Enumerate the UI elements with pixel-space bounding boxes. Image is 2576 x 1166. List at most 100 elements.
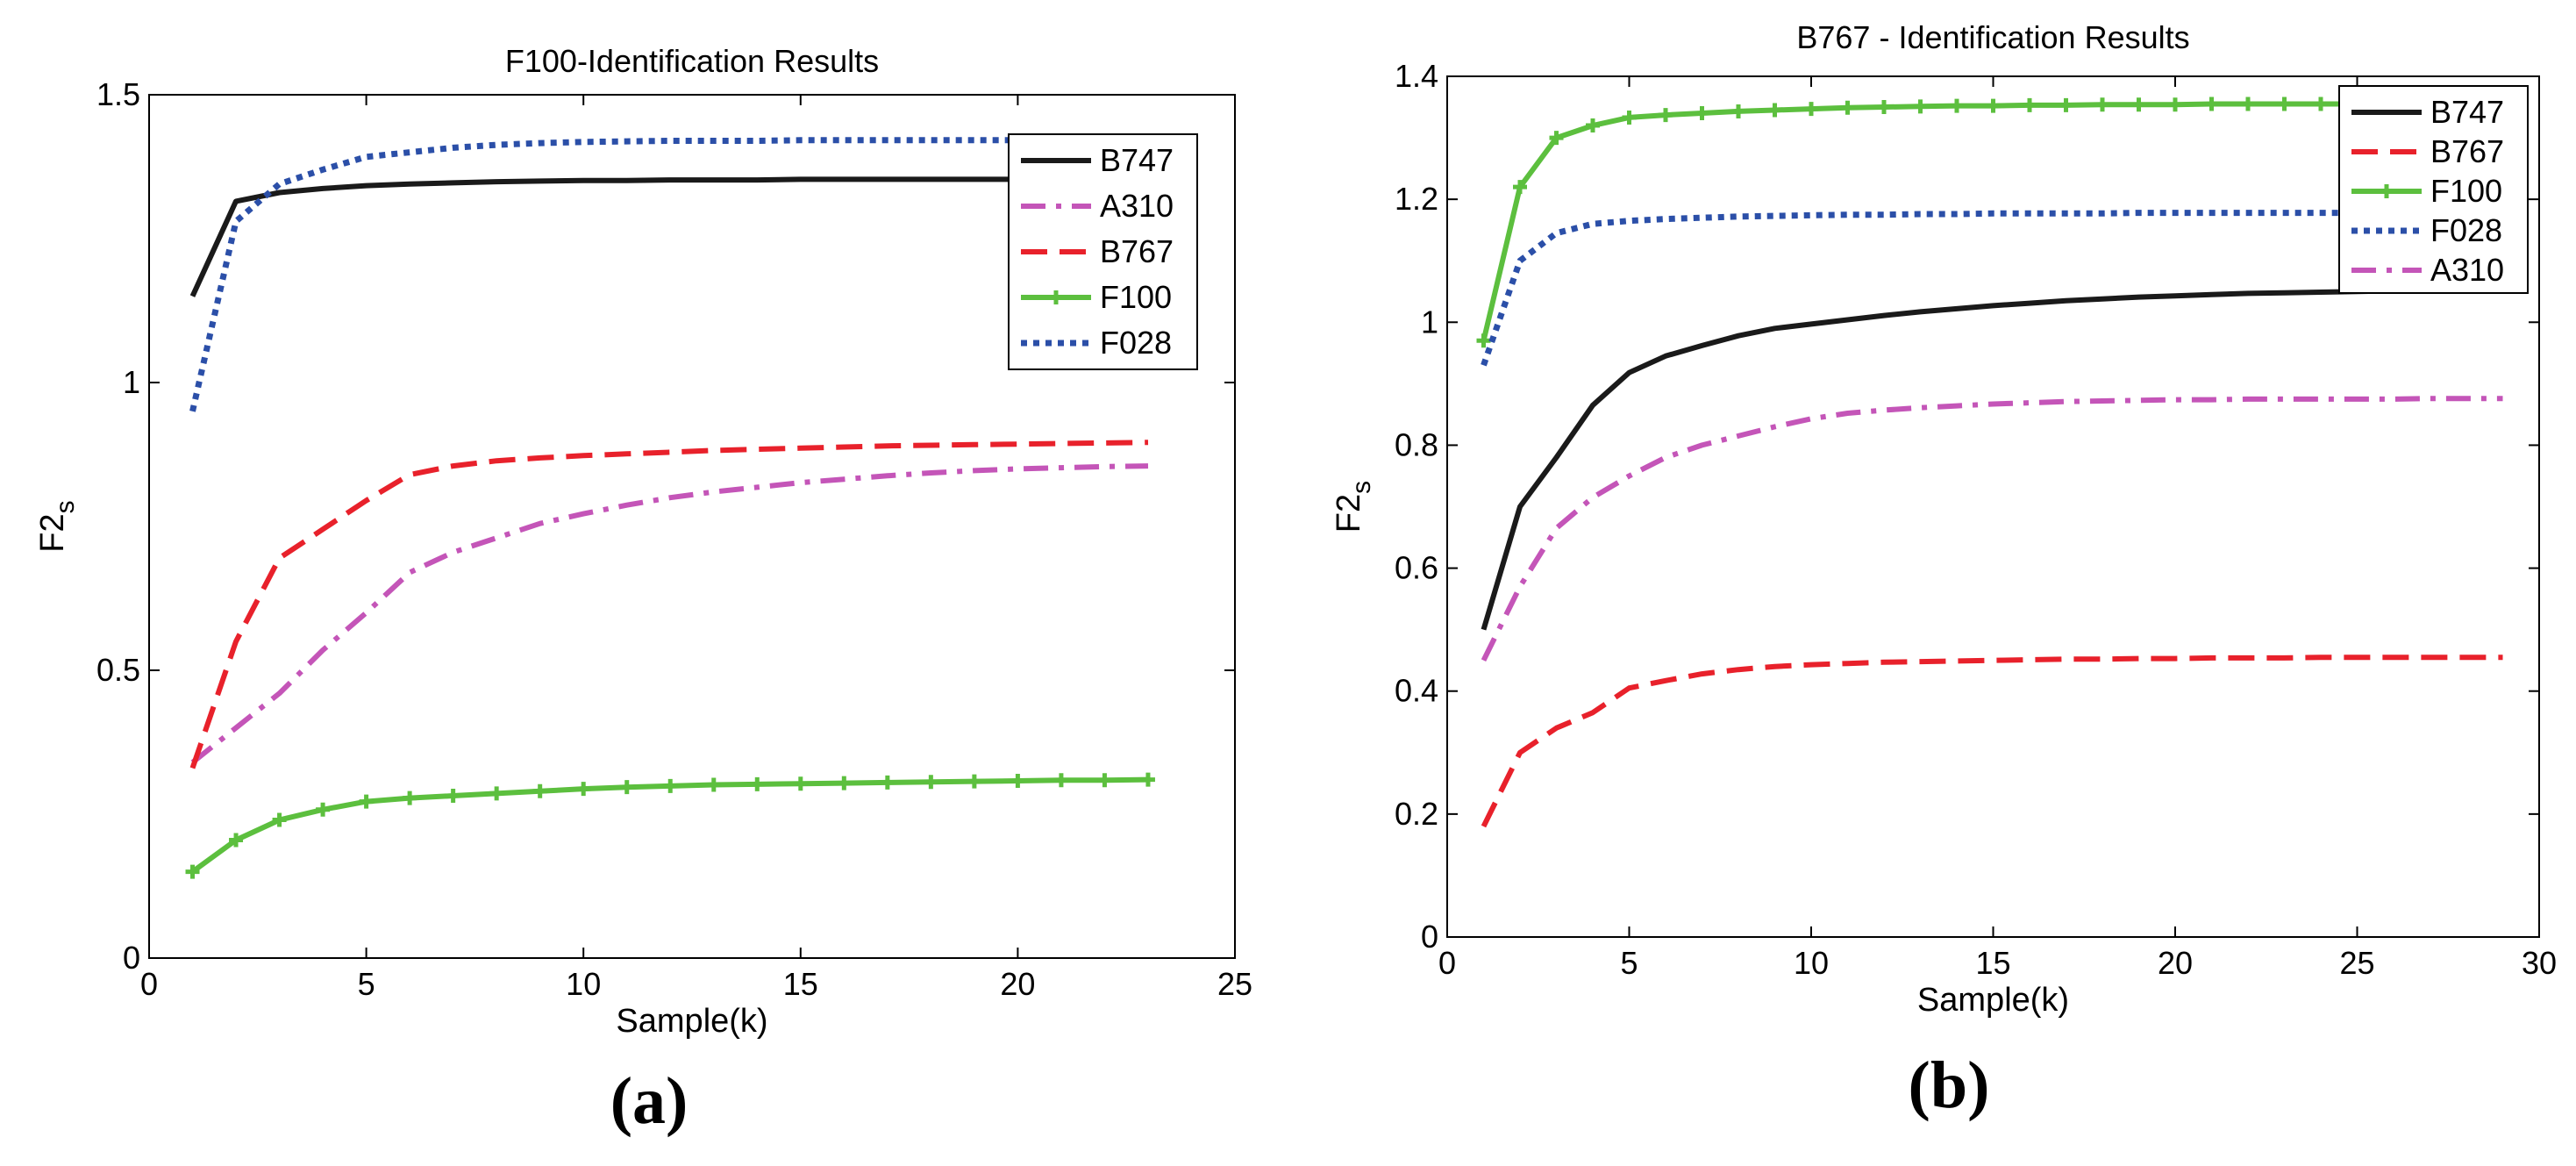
x-tick-label: 25 — [2339, 945, 2374, 981]
x-axis-label: Sample(k) — [616, 1003, 767, 1040]
y-tick-label: 0.6 — [1395, 550, 1438, 586]
series-point-f100 — [2059, 97, 2073, 112]
y-tick-label: 1 — [1421, 304, 1438, 340]
legend-label-b767: B767 — [2430, 133, 2504, 169]
series-point-f100 — [2241, 97, 2255, 111]
y-tick-label: 0.4 — [1395, 673, 1438, 709]
series-point-f100 — [2023, 97, 2037, 112]
y-tick-label: 0 — [1421, 919, 1438, 955]
series-point-f100 — [924, 775, 938, 790]
series-point-f100 — [403, 790, 417, 805]
series-point-f100 — [2131, 97, 2146, 112]
series-point-f100 — [576, 782, 591, 797]
series-point-f100 — [1140, 772, 1155, 787]
series-point-f100 — [2204, 97, 2219, 111]
legend-label-a310: A310 — [2430, 252, 2504, 288]
legend-label-f028: F028 — [1100, 325, 1172, 361]
x-tick-label: 15 — [1975, 945, 2010, 981]
series-point-f100 — [706, 777, 721, 792]
series-point-f100 — [1731, 104, 1745, 118]
series-point-f100 — [1950, 98, 1964, 113]
y-tick-label: 1 — [123, 364, 140, 400]
legend-marker — [2380, 184, 2394, 198]
series-point-f100 — [272, 812, 287, 827]
series-point-f100 — [1622, 110, 1637, 125]
series-point-f100 — [1659, 108, 1673, 123]
legend-label-b767: B767 — [1100, 233, 1174, 269]
series-point-f100 — [489, 786, 504, 801]
series-point-f100 — [2095, 97, 2109, 112]
series-line-b767 — [189, 440, 1149, 769]
y-tick-label: 1.2 — [1395, 181, 1438, 217]
series-point-f100 — [1010, 773, 1025, 788]
series-point-f100 — [1476, 333, 1491, 348]
series-point-f100 — [1053, 773, 1068, 788]
x-tick-label: 15 — [783, 966, 818, 1002]
series-point-f100 — [880, 775, 895, 790]
y-tick-label: 1.5 — [96, 76, 140, 112]
series-line-b747 — [1481, 287, 2503, 631]
y-tick-label: 0 — [123, 940, 140, 976]
legend-label-a310: A310 — [1100, 188, 1174, 224]
series-point-f100 — [619, 780, 634, 795]
series-point-f100 — [1913, 99, 1928, 114]
y-axis-label: F2s — [34, 500, 80, 552]
series-point-f100 — [1877, 100, 1891, 115]
series-point-f100 — [2314, 97, 2328, 111]
series-point-f100 — [750, 776, 765, 791]
series-line-b747 — [189, 176, 1148, 297]
y-axis-label: F2s — [1331, 481, 1376, 533]
series-point-f100 — [532, 783, 547, 798]
chart-title: B767 - Identification Results — [1796, 19, 2189, 55]
series-line-f028 — [1481, 210, 2503, 367]
legend-label-b747: B747 — [1100, 142, 1174, 178]
legend-label-f028: F028 — [2430, 212, 2502, 248]
x-tick-label: 5 — [358, 966, 375, 1002]
y-tick-label: 1.4 — [1395, 58, 1438, 94]
series-point-f100 — [1804, 102, 1818, 117]
series-point-f100 — [793, 776, 808, 791]
series-line-a310 — [1481, 396, 2503, 662]
panel-b-caption: (b) — [1909, 1048, 1990, 1122]
y-tick-label: 0.8 — [1395, 426, 1438, 462]
series-point-f100 — [185, 864, 200, 879]
x-tick-label: 5 — [1620, 945, 1638, 981]
x-tick-label: 10 — [566, 966, 601, 1002]
legend-label-f100: F100 — [1100, 279, 1172, 315]
series-point-f100 — [316, 802, 331, 817]
y-tick-label: 0.2 — [1395, 796, 1438, 832]
series-point-f100 — [1586, 118, 1600, 133]
x-tick-label: 0 — [140, 966, 158, 1002]
series-point-f100 — [1097, 773, 1112, 788]
series-point-f100 — [837, 776, 852, 790]
legend-marker — [1049, 290, 1063, 304]
series-line-a310 — [190, 463, 1149, 765]
x-tick-label: 20 — [2158, 945, 2193, 981]
series-point-f100 — [663, 778, 678, 793]
chart-title: F100-Identification Results — [505, 43, 879, 79]
series-point-f100 — [2168, 97, 2182, 112]
x-axis-label: Sample(k) — [1917, 982, 2069, 1019]
x-tick-label: 30 — [2522, 945, 2557, 981]
series-point-f100 — [2277, 97, 2292, 111]
x-tick-label: 10 — [1794, 945, 1829, 981]
panel-a-caption: (a) — [610, 1064, 689, 1138]
chart-panel-a: F100-Identification Results 0 5 10 15 20 25 0 0.… — [34, 43, 1252, 1040]
series-point-f100 — [1513, 180, 1527, 195]
x-tick-label: 0 — [1438, 945, 1456, 981]
series-point-f100 — [967, 774, 981, 789]
series-point-f100 — [1986, 98, 2001, 113]
legend-label-f100: F100 — [2430, 173, 2502, 209]
legend-label-b747: B747 — [2430, 94, 2504, 130]
x-tick-label: 25 — [1217, 966, 1252, 1002]
series-point-f100 — [1695, 106, 1709, 121]
series-point-f100 — [1840, 100, 1855, 115]
x-tick-label: 20 — [1000, 966, 1035, 1002]
series-line-b767 — [1481, 655, 2503, 828]
y-tick-label: 0.5 — [96, 652, 140, 688]
series-point-f100 — [229, 833, 244, 848]
series-point-f100 — [1549, 131, 1564, 146]
series-point-f100 — [446, 789, 460, 804]
series-point-f100 — [1767, 103, 1782, 118]
